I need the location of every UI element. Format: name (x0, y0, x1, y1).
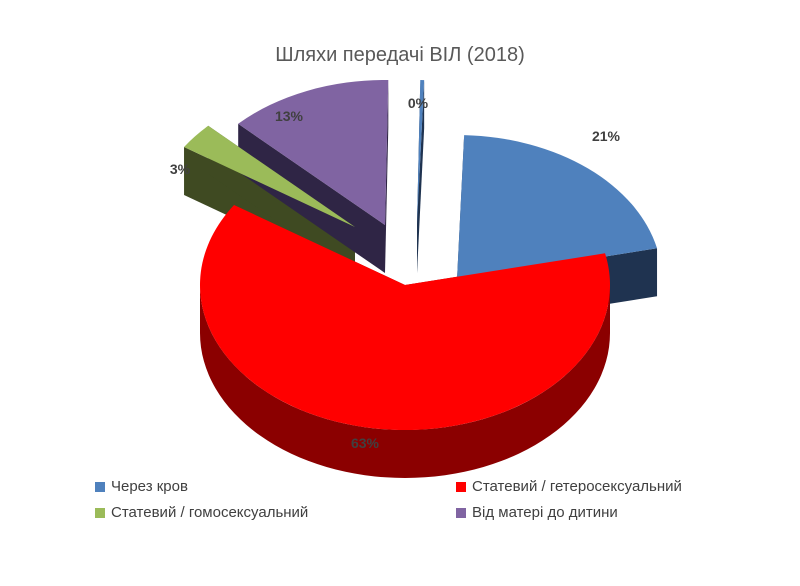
pie-slice-3 (238, 80, 389, 225)
pie-tops (184, 80, 658, 430)
legend-swatch (95, 481, 105, 492)
legend-item-mother-to-child: Від матері до дитини (456, 504, 618, 521)
legend-swatch (456, 481, 466, 492)
slice-label-2: 3% (170, 161, 191, 177)
slice-label-3: 13% (275, 108, 304, 124)
chart-title: Шляхи передачі ВІЛ (2018) (275, 44, 525, 66)
slice-label-4: 0% (408, 95, 429, 111)
legend-label: Статевий / гомосексуальний (111, 504, 309, 521)
legend-label: Через кров (111, 478, 188, 495)
pie-labels: 21% 63% 3% 13% 0% (170, 95, 621, 451)
legend-item-heterosexual: Статевий / гетеросексуальний (456, 478, 682, 495)
legend-item-through-blood: Через кров (95, 478, 188, 495)
legend-swatch (456, 507, 466, 518)
slice-rim-1 (200, 285, 610, 478)
pie-slice-2 (184, 125, 355, 227)
pie-slice-4 (417, 80, 425, 225)
pie-slice-1 (200, 204, 610, 430)
slice-label-1: 63% (351, 435, 380, 451)
pie-slice-0 (457, 135, 658, 280)
slice-wall-4-1 (417, 80, 425, 273)
legend-item-homosexual: Статевий / гомосексуальний (95, 504, 308, 521)
legend-label: Статевий / гетеросексуальний (472, 478, 682, 495)
legend-swatch (95, 507, 105, 518)
slice-label-0: 21% (592, 128, 621, 144)
slice-wall-3-1 (385, 80, 389, 273)
legend-label: Від матері до дитини (472, 504, 618, 521)
